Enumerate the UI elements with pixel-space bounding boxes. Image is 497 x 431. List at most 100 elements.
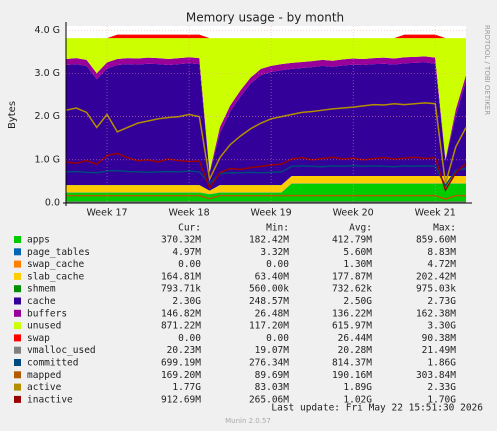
legend-stat: 19.07M: [255, 345, 290, 356]
legend-stat: 26.44M: [338, 333, 373, 344]
legend-stat: 3.32M: [260, 247, 289, 258]
legend-stat: 177.87M: [332, 271, 372, 282]
y-tick-label: 4.0 G: [35, 25, 61, 36]
legend-label: buffers: [27, 308, 67, 319]
line-committed: [65, 164, 467, 188]
legend-stat: 975.03k: [416, 284, 456, 295]
legend-label: shmem: [27, 284, 56, 295]
line-inactive: [65, 152, 467, 192]
legend-label: unused: [27, 321, 61, 332]
legend-stat: 276.34M: [249, 358, 289, 369]
legend-swatch: [14, 334, 21, 342]
legend-stat: 2.30G: [172, 296, 201, 307]
legend-stat: 1.30M: [343, 259, 372, 270]
legend-swatch: [14, 272, 21, 280]
legend-stat: 1.70G: [427, 394, 456, 405]
line-mapped: [66, 194, 466, 200]
legend-stat: 699.19M: [161, 358, 201, 369]
plot-area: 0.0 1.0 G 2.0 G 3.0 G 4.0 G Week 17 Week 18 Wee…: [35, 22, 472, 219]
legend-stat: 4.72M: [427, 259, 456, 270]
legend: Cur: Min: Avg: Max: apps 370.32M 182.42M 412.79…: [14, 223, 457, 405]
version: Munin 2.0.57: [225, 417, 271, 425]
legend-swatch: [14, 260, 21, 268]
legend-stat: 5.60M: [343, 247, 372, 258]
legend-label: inactive: [27, 394, 73, 405]
legend-label: vmalloc_used: [27, 345, 96, 356]
legend-stat: 162.38M: [416, 308, 456, 319]
legend-stat: 615.97M: [332, 321, 372, 332]
legend-swatch: [14, 248, 21, 256]
legend-stat: 370.32M: [161, 235, 201, 246]
legend-stat: 90.38M: [422, 333, 457, 344]
legend-stat: 169.20M: [161, 370, 201, 381]
legend-label: page_tables: [27, 247, 90, 258]
legend-stat: 21.49M: [422, 345, 457, 356]
y-tick-label: 3.0 G: [35, 68, 61, 79]
legend-stat: 3.30G: [427, 321, 456, 332]
legend-label: committed: [27, 358, 78, 369]
legend-stat: 814.37M: [332, 358, 372, 369]
legend-stat: 20.28M: [338, 345, 373, 356]
legend-swatch: [14, 297, 21, 305]
area-cache: [66, 62, 466, 191]
legend-swatch: [14, 322, 21, 330]
y-tick-label: 1.0 G: [35, 154, 61, 165]
legend-stat: 1.77G: [172, 382, 201, 393]
legend-label: swap_cache: [27, 259, 84, 270]
legend-stat: 164.81M: [161, 271, 201, 282]
legend-stat: 1.02G: [343, 394, 372, 405]
legend-stat: 560.00k: [249, 284, 289, 295]
legend-stat: 859.60M: [416, 235, 456, 246]
legend-stat: 2.33G: [427, 382, 456, 393]
legend-stat: 202.42M: [416, 271, 456, 282]
y-tick-label: 2.0 G: [35, 111, 61, 122]
legend-stat: 0.00: [266, 333, 289, 344]
x-tick-label: Week 19: [251, 208, 292, 219]
legend-label: slab_cache: [27, 271, 84, 282]
legend-label: cache: [27, 296, 56, 307]
y-axis-label: Bytes: [7, 101, 18, 129]
legend-stat: 2.73G: [427, 296, 456, 307]
legend-stat: 1.89G: [343, 382, 372, 393]
side-text: RRDTOOL / TOBI OETIKER: [483, 25, 491, 115]
legend-column-header: Max:: [433, 223, 456, 234]
area-buffers: [66, 56, 466, 174]
chart-title: Memory usage - by month: [186, 11, 344, 25]
legend-label: mapped: [27, 370, 61, 381]
legend-swatch: [14, 359, 21, 366]
legend-stat: 26.48M: [255, 308, 290, 319]
legend-stat: 4.97M: [172, 247, 201, 258]
legend-stat: 190.16M: [332, 370, 372, 381]
line-active: [65, 102, 467, 184]
legend-swatch: [14, 285, 21, 293]
legend-stat: 2.50G: [343, 296, 372, 307]
legend-stat: 0.00: [178, 333, 201, 344]
legend-label: apps: [27, 235, 50, 246]
legend-column-header: Avg:: [349, 223, 372, 234]
legend-stat: 248.57M: [249, 296, 289, 307]
area-slab-cache: [66, 176, 466, 195]
legend-stat: 20.23M: [167, 345, 202, 356]
y-tick-label: 0.0: [45, 198, 60, 209]
area-swap: [66, 34, 466, 39]
legend-stat: 63.40M: [255, 271, 290, 282]
legend-swatch: [14, 346, 21, 354]
legend-stat: 1.86G: [427, 358, 456, 369]
legend-stat: 117.20M: [249, 321, 289, 332]
legend-stat: 83.03M: [255, 382, 290, 393]
area-apps: [66, 183, 466, 203]
legend-swatch: [14, 309, 21, 317]
legend-stat: 182.42M: [249, 235, 289, 246]
legend-stat: 89.69M: [255, 370, 290, 381]
legend-stat: 0.00: [266, 259, 289, 270]
legend-stat: 732.62k: [332, 284, 372, 295]
legend-stat: 8.83M: [427, 247, 456, 258]
legend-label: swap: [27, 333, 50, 344]
legend-stat: 871.22M: [161, 321, 201, 332]
x-tick-label: Week 21: [415, 208, 456, 219]
legend-stat: 412.79M: [332, 235, 372, 246]
x-tick-label: Week 20: [333, 208, 374, 219]
x-tick-label: Week 17: [86, 208, 127, 219]
legend-stat: 793.71k: [161, 284, 201, 295]
